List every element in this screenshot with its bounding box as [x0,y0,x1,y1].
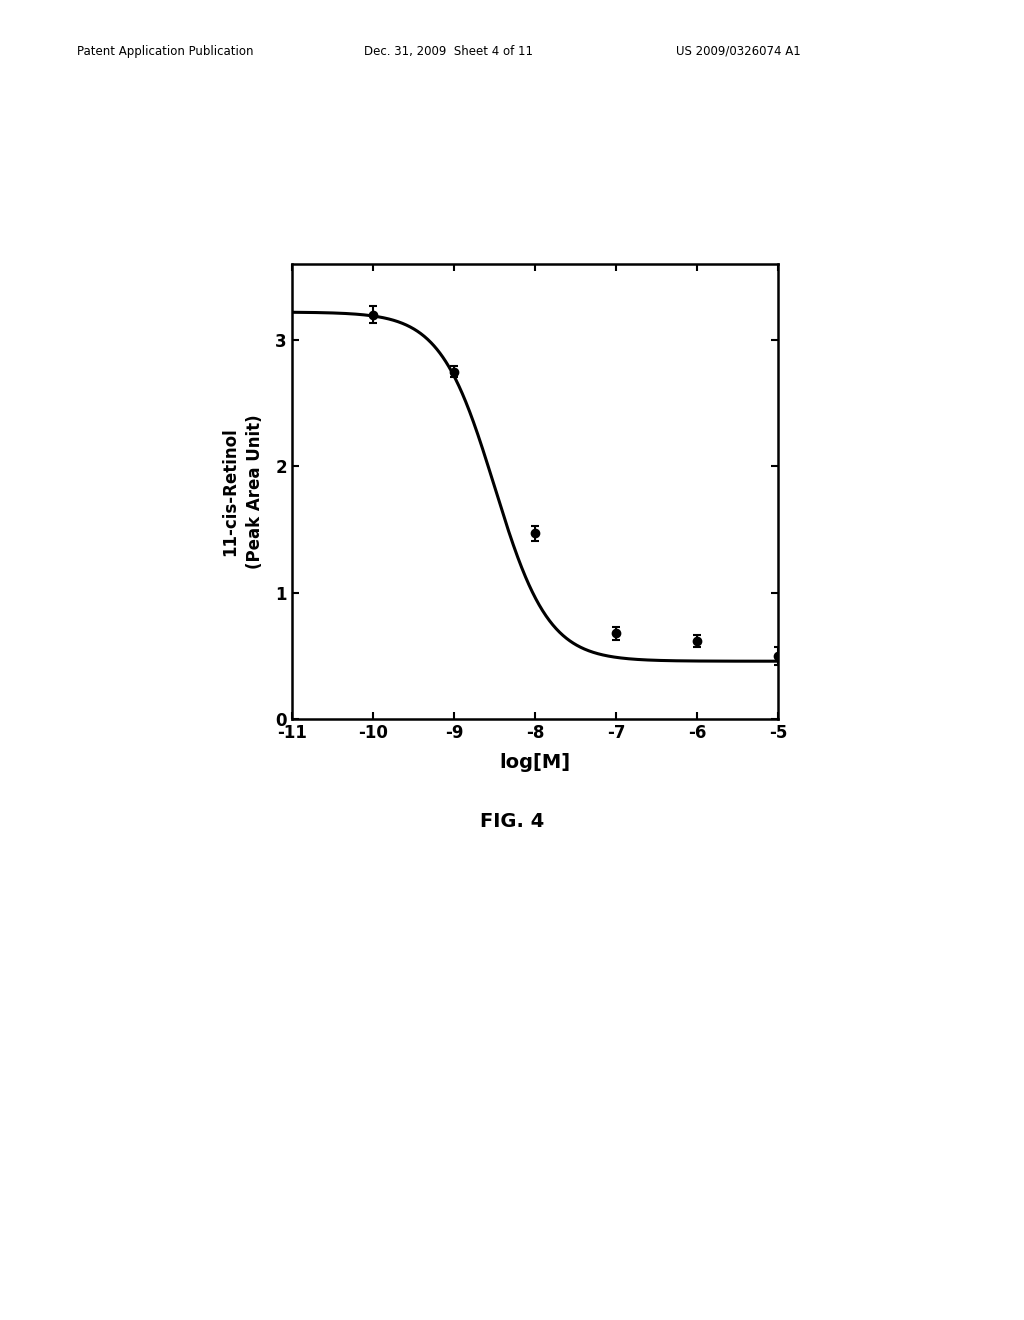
Text: FIG. 4: FIG. 4 [480,812,544,830]
Y-axis label: 11-cis-Retinol
(Peak Area Unit): 11-cis-Retinol (Peak Area Unit) [221,414,264,569]
X-axis label: log[M]: log[M] [500,754,570,772]
Text: Dec. 31, 2009  Sheet 4 of 11: Dec. 31, 2009 Sheet 4 of 11 [364,45,532,58]
Text: Patent Application Publication: Patent Application Publication [77,45,253,58]
Text: US 2009/0326074 A1: US 2009/0326074 A1 [676,45,801,58]
